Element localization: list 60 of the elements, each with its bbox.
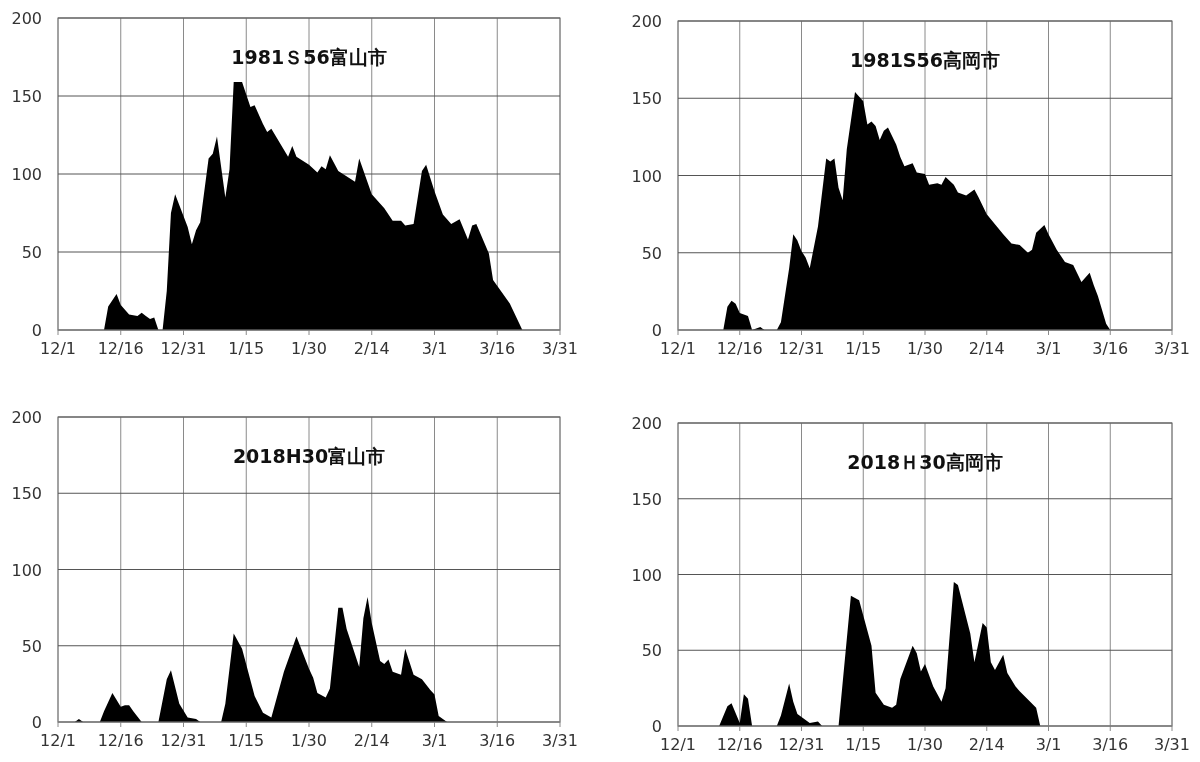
y-tick-label: 100 (11, 560, 42, 580)
x-tick-label: 2/14 (968, 339, 1005, 358)
y-tick-label: 100 (631, 166, 662, 186)
y-tick-label: 50 (21, 243, 42, 262)
x-tick-label: 12/1 (660, 339, 696, 358)
y-tick-label: 200 (631, 12, 662, 31)
x-tick-label: 2/14 (353, 731, 390, 750)
x-tick-label: 12/1 (40, 339, 76, 358)
x-tick-label: 3/31 (1154, 735, 1190, 754)
y-tick-label: 0 (651, 321, 662, 340)
x-tick-label: 3/31 (542, 339, 578, 358)
x-tick-label: 3/31 (542, 731, 578, 750)
x-tick-label: 3/1 (421, 731, 448, 750)
x-tick-label: 3/1 (421, 339, 448, 358)
x-tick-label: 3/31 (1154, 339, 1190, 358)
y-tick-label: 150 (11, 87, 42, 106)
text: 2018H30富山市 (232, 445, 386, 467)
x-tick-label: 1/30 (907, 735, 943, 754)
x-tick-label: 12/16 (97, 339, 144, 358)
y-tick-label: 200 (11, 9, 42, 28)
x-tick-label: 12/31 (160, 731, 207, 750)
y-tick-label: 0 (31, 321, 42, 340)
x-tick-label: 12/31 (778, 735, 825, 754)
x-tick-label: 1/30 (291, 339, 327, 358)
y-tick-label: 0 (31, 713, 42, 732)
x-tick-label: 12/1 (660, 735, 696, 754)
text: 1981S56高岡市 (849, 49, 1001, 71)
x-tick-label: 3/16 (1092, 735, 1129, 754)
x-tick-label: 1/30 (291, 731, 327, 750)
y-tick-label: 100 (11, 165, 42, 184)
y-tick-label: 200 (631, 414, 662, 433)
x-tick-label: 3/16 (1092, 339, 1129, 358)
y-tick-label: 50 (641, 243, 662, 263)
y-tick-label: 200 (11, 408, 42, 427)
y-tick-label: 50 (641, 641, 662, 661)
y-tick-label: 150 (11, 484, 42, 504)
x-tick-label: 12/31 (160, 339, 207, 358)
x-tick-label: 12/16 (716, 735, 763, 754)
x-tick-label: 12/1 (40, 731, 76, 750)
text: 1981Ｓ56富山市 (231, 46, 387, 68)
x-tick-label: 1/15 (228, 339, 265, 358)
y-tick-label: 150 (631, 89, 662, 109)
y-tick-label: 0 (651, 717, 662, 736)
x-tick-label: 3/1 (1035, 339, 1062, 358)
x-tick-label: 2/14 (353, 339, 390, 358)
x-tick-label: 12/31 (778, 339, 825, 358)
y-tick-label: 50 (21, 636, 42, 656)
y-tick-label: 100 (631, 565, 662, 585)
x-tick-label: 1/30 (907, 339, 943, 358)
y-tick-label: 150 (631, 489, 662, 509)
x-tick-label: 12/16 (716, 339, 763, 358)
x-tick-label: 2/14 (968, 735, 1005, 754)
text: 2018Ｈ30高岡市 (847, 451, 1003, 473)
x-tick-label: 3/16 (479, 339, 516, 358)
x-tick-label: 1/15 (228, 731, 265, 750)
x-tick-label: 12/16 (97, 731, 144, 750)
x-tick-label: 3/16 (479, 731, 516, 750)
x-tick-label: 1/15 (845, 339, 882, 358)
x-tick-label: 1/15 (845, 735, 882, 754)
x-tick-label: 3/1 (1035, 735, 1062, 754)
